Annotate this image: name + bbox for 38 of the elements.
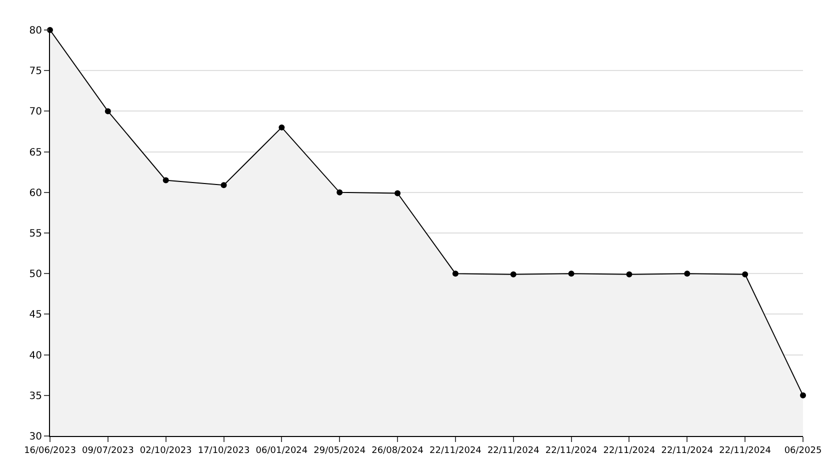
- point: [162, 177, 169, 184]
- y-tick-label: 75: [29, 66, 42, 78]
- x-tick-label: 22/11/2024: [487, 446, 540, 456]
- point: [684, 270, 690, 277]
- x-tick-label: 17/10/2023: [198, 446, 250, 456]
- point: [742, 271, 748, 278]
- x-tick-label: 22/11/2024: [545, 446, 598, 456]
- y-tick-label: 60: [29, 188, 42, 199]
- point: [452, 270, 458, 277]
- x-tick-label: 22/11/2024: [430, 446, 482, 456]
- y-tick-label: 70: [29, 106, 42, 118]
- x-tick-label: 02/10/2023: [140, 446, 192, 456]
- y-tick-label: 65: [29, 147, 42, 158]
- y-tick-label: 50: [29, 269, 42, 280]
- y-tick-label: 45: [29, 310, 42, 321]
- point: [220, 182, 227, 188]
- point: [510, 271, 516, 278]
- x-tick-label: 16/06/2023: [24, 446, 76, 456]
- point: [278, 124, 285, 130]
- x-tick-label: 29/05/2024: [314, 446, 366, 456]
- point: [568, 270, 574, 277]
- point: [800, 392, 806, 398]
- point: [626, 271, 632, 278]
- x-tick-label: 26/08/2024: [372, 446, 424, 456]
- y-tick-label: 80: [29, 26, 42, 36]
- x-tick-label: 09/07/2023: [82, 446, 134, 456]
- x-tick-label: 22/11/2024: [603, 446, 656, 456]
- x-tick-label: 22/11/2024: [661, 446, 714, 456]
- x-tick-label: 06/01/2024: [256, 446, 308, 456]
- x-tick-label: 22/11/2024: [719, 446, 772, 456]
- point: [104, 108, 111, 114]
- point: [336, 189, 343, 196]
- y-tick-label: 35: [29, 390, 42, 402]
- x-tick-label: 06/2025: [784, 446, 822, 456]
- y-tick-label: 40: [29, 350, 42, 362]
- y-tick-label: 30: [29, 432, 42, 442]
- point: [394, 190, 401, 196]
- y-tick-label: 55: [29, 228, 42, 240]
